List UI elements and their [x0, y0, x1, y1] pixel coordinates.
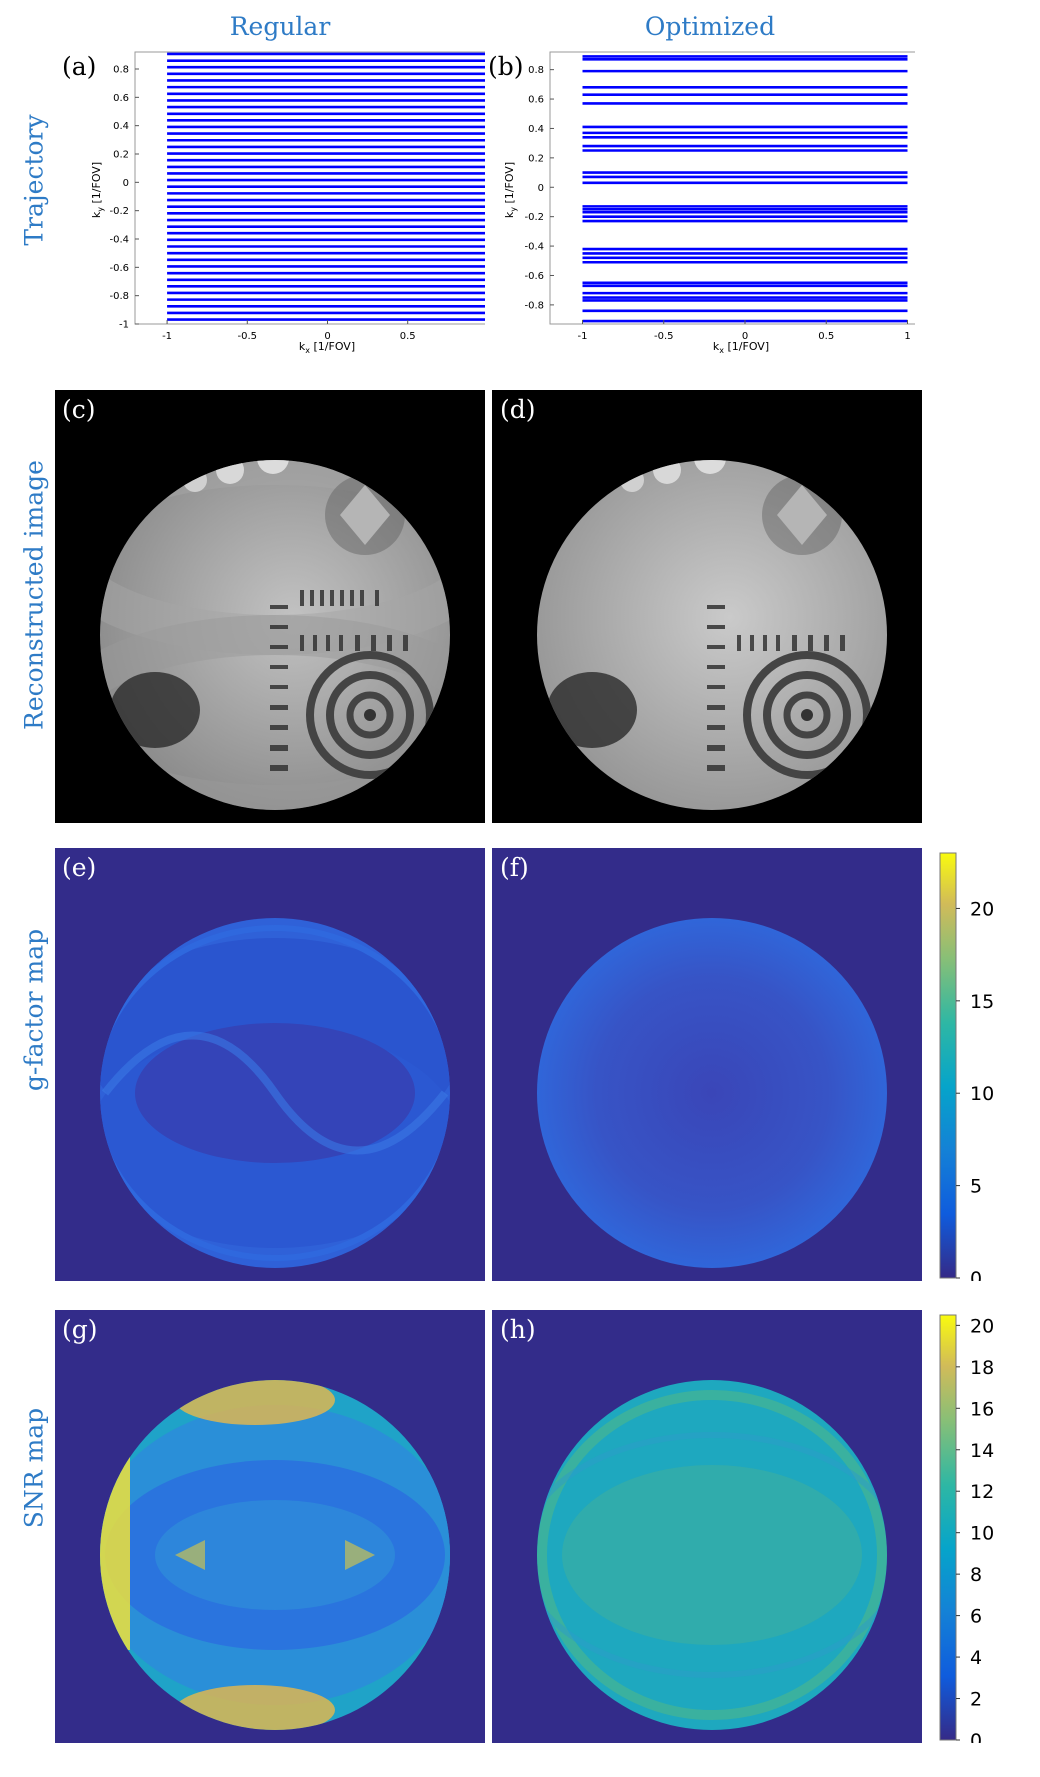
- column-header-optimized: Optimized: [644, 12, 776, 41]
- panel-label-d: (d): [500, 395, 536, 424]
- colorbar-tick-label: 18: [970, 1357, 994, 1379]
- y-axis-label: ky [1/FOV]: [503, 162, 518, 218]
- y-axis-label: ky [1/FOV]: [90, 162, 105, 218]
- colorbar-gfactor: 20 15 10 5 0: [939, 852, 994, 1281]
- y-tick-label: 0.8: [528, 65, 544, 76]
- y-tick-label: 0.4: [113, 121, 129, 132]
- y-tick-label: -0.2: [524, 212, 544, 223]
- panel-label-f: (f): [500, 853, 529, 882]
- trajectory-plot-regular: 0.8 0.6 0.4 0.2 0 -0.2 -0.4 -0.6 -0.8 -1 -1 -0.5 0 0…: [90, 51, 485, 355]
- y-tick-label: 0.4: [528, 124, 544, 135]
- colorbar-tick-label: 2: [970, 1689, 982, 1711]
- x-tick-label: 0.5: [818, 331, 834, 342]
- colorbar-tick-label: 20: [970, 1315, 994, 1337]
- reconstructed-image-regular: [55, 390, 485, 823]
- x-tick-label: 1: [904, 331, 910, 342]
- x-axis-label: kx [1/FOV]: [299, 340, 355, 355]
- panel-label-g: (g): [62, 1315, 98, 1344]
- snr-map-regular: [55, 1310, 485, 1743]
- x-tick-label: 0: [742, 331, 748, 342]
- y-tick-label: 0: [123, 178, 129, 189]
- y-tick-label: -0.4: [109, 235, 129, 246]
- y-tick-label: -0.8: [109, 291, 129, 302]
- row-label-reconstructed: Reconstructed image: [19, 460, 49, 730]
- gfactor-image: [537, 918, 887, 1268]
- x-tick-label: -1: [578, 331, 588, 342]
- x-tick-label: 0: [324, 331, 330, 342]
- row-label-snr: SNR map: [19, 1407, 49, 1529]
- x-tick-label: -1: [162, 331, 172, 342]
- colorbar-tick-label: 20: [970, 898, 994, 920]
- y-tick-label: 0.6: [528, 95, 544, 106]
- colorbar-tick-label: 0: [970, 1730, 982, 1743]
- colorbar-tick-label: 16: [970, 1398, 994, 1420]
- x-axis-label: kx [1/FOV]: [713, 340, 769, 355]
- y-tick-label: 0.2: [113, 150, 129, 161]
- y-tick-label: -0.2: [109, 206, 129, 217]
- panel-label-b: (b): [488, 52, 524, 81]
- y-tick-label: -0.8: [524, 300, 544, 311]
- panel-label-e: (e): [62, 853, 97, 882]
- trajectory-plot-optimized: 0.8 0.6 0.4 0.2 0 -0.2 -0.4 -0.6 -0.8 -1 -0.5 0 0.5…: [503, 51, 915, 355]
- column-header-regular: Regular: [229, 12, 331, 41]
- colorbar-tick-label: 10: [970, 1523, 994, 1545]
- colorbar-tick-label: 14: [970, 1440, 994, 1462]
- colorbar-tick-label: 5: [970, 1176, 982, 1198]
- panel-label-h: (h): [500, 1315, 536, 1344]
- row-label-gfactor: g-factor map: [19, 928, 49, 1092]
- x-tick-label: -0.5: [654, 331, 674, 342]
- y-tick-label: 0: [538, 183, 544, 194]
- y-tick-label: -0.6: [524, 271, 544, 282]
- gfactor-map-optimized: [492, 848, 922, 1281]
- snr-image: [100, 1380, 450, 1730]
- x-tick-label: -0.5: [238, 331, 258, 342]
- y-tick-label: -0.4: [524, 242, 544, 253]
- y-tick-label: 0.2: [528, 153, 544, 164]
- colorbar-tick-label: 8: [970, 1564, 982, 1586]
- gfactor-map-regular: [55, 848, 485, 1281]
- phantom-image: [100, 460, 450, 810]
- colorbar-tick-label: 6: [970, 1606, 982, 1628]
- y-tick-label: 0.8: [113, 65, 129, 76]
- panel-label-a: (a): [62, 52, 97, 81]
- colorbar-tick-label: 12: [970, 1481, 994, 1503]
- y-tick-label: -1: [119, 320, 129, 331]
- gfactor-image: [100, 918, 450, 1268]
- plot-frame: [549, 51, 915, 325]
- phantom-image: [537, 460, 887, 810]
- panel-label-c: (c): [62, 395, 96, 424]
- reconstructed-image-optimized: [492, 390, 922, 823]
- colorbar-tick-label: 0: [970, 1268, 982, 1281]
- y-tick-label: 0.6: [113, 93, 129, 104]
- x-tick-label: 0.5: [400, 331, 416, 342]
- y-tick-label: -0.6: [109, 263, 129, 274]
- snr-map-optimized: [492, 1310, 922, 1743]
- snr-image: [537, 1380, 887, 1730]
- colorbar-tick-label: 4: [970, 1647, 982, 1669]
- colorbar-tick-label: 15: [970, 991, 994, 1013]
- row-label-trajectory: Trajectory: [19, 114, 49, 246]
- colorbar-tick-label: 10: [970, 1083, 994, 1105]
